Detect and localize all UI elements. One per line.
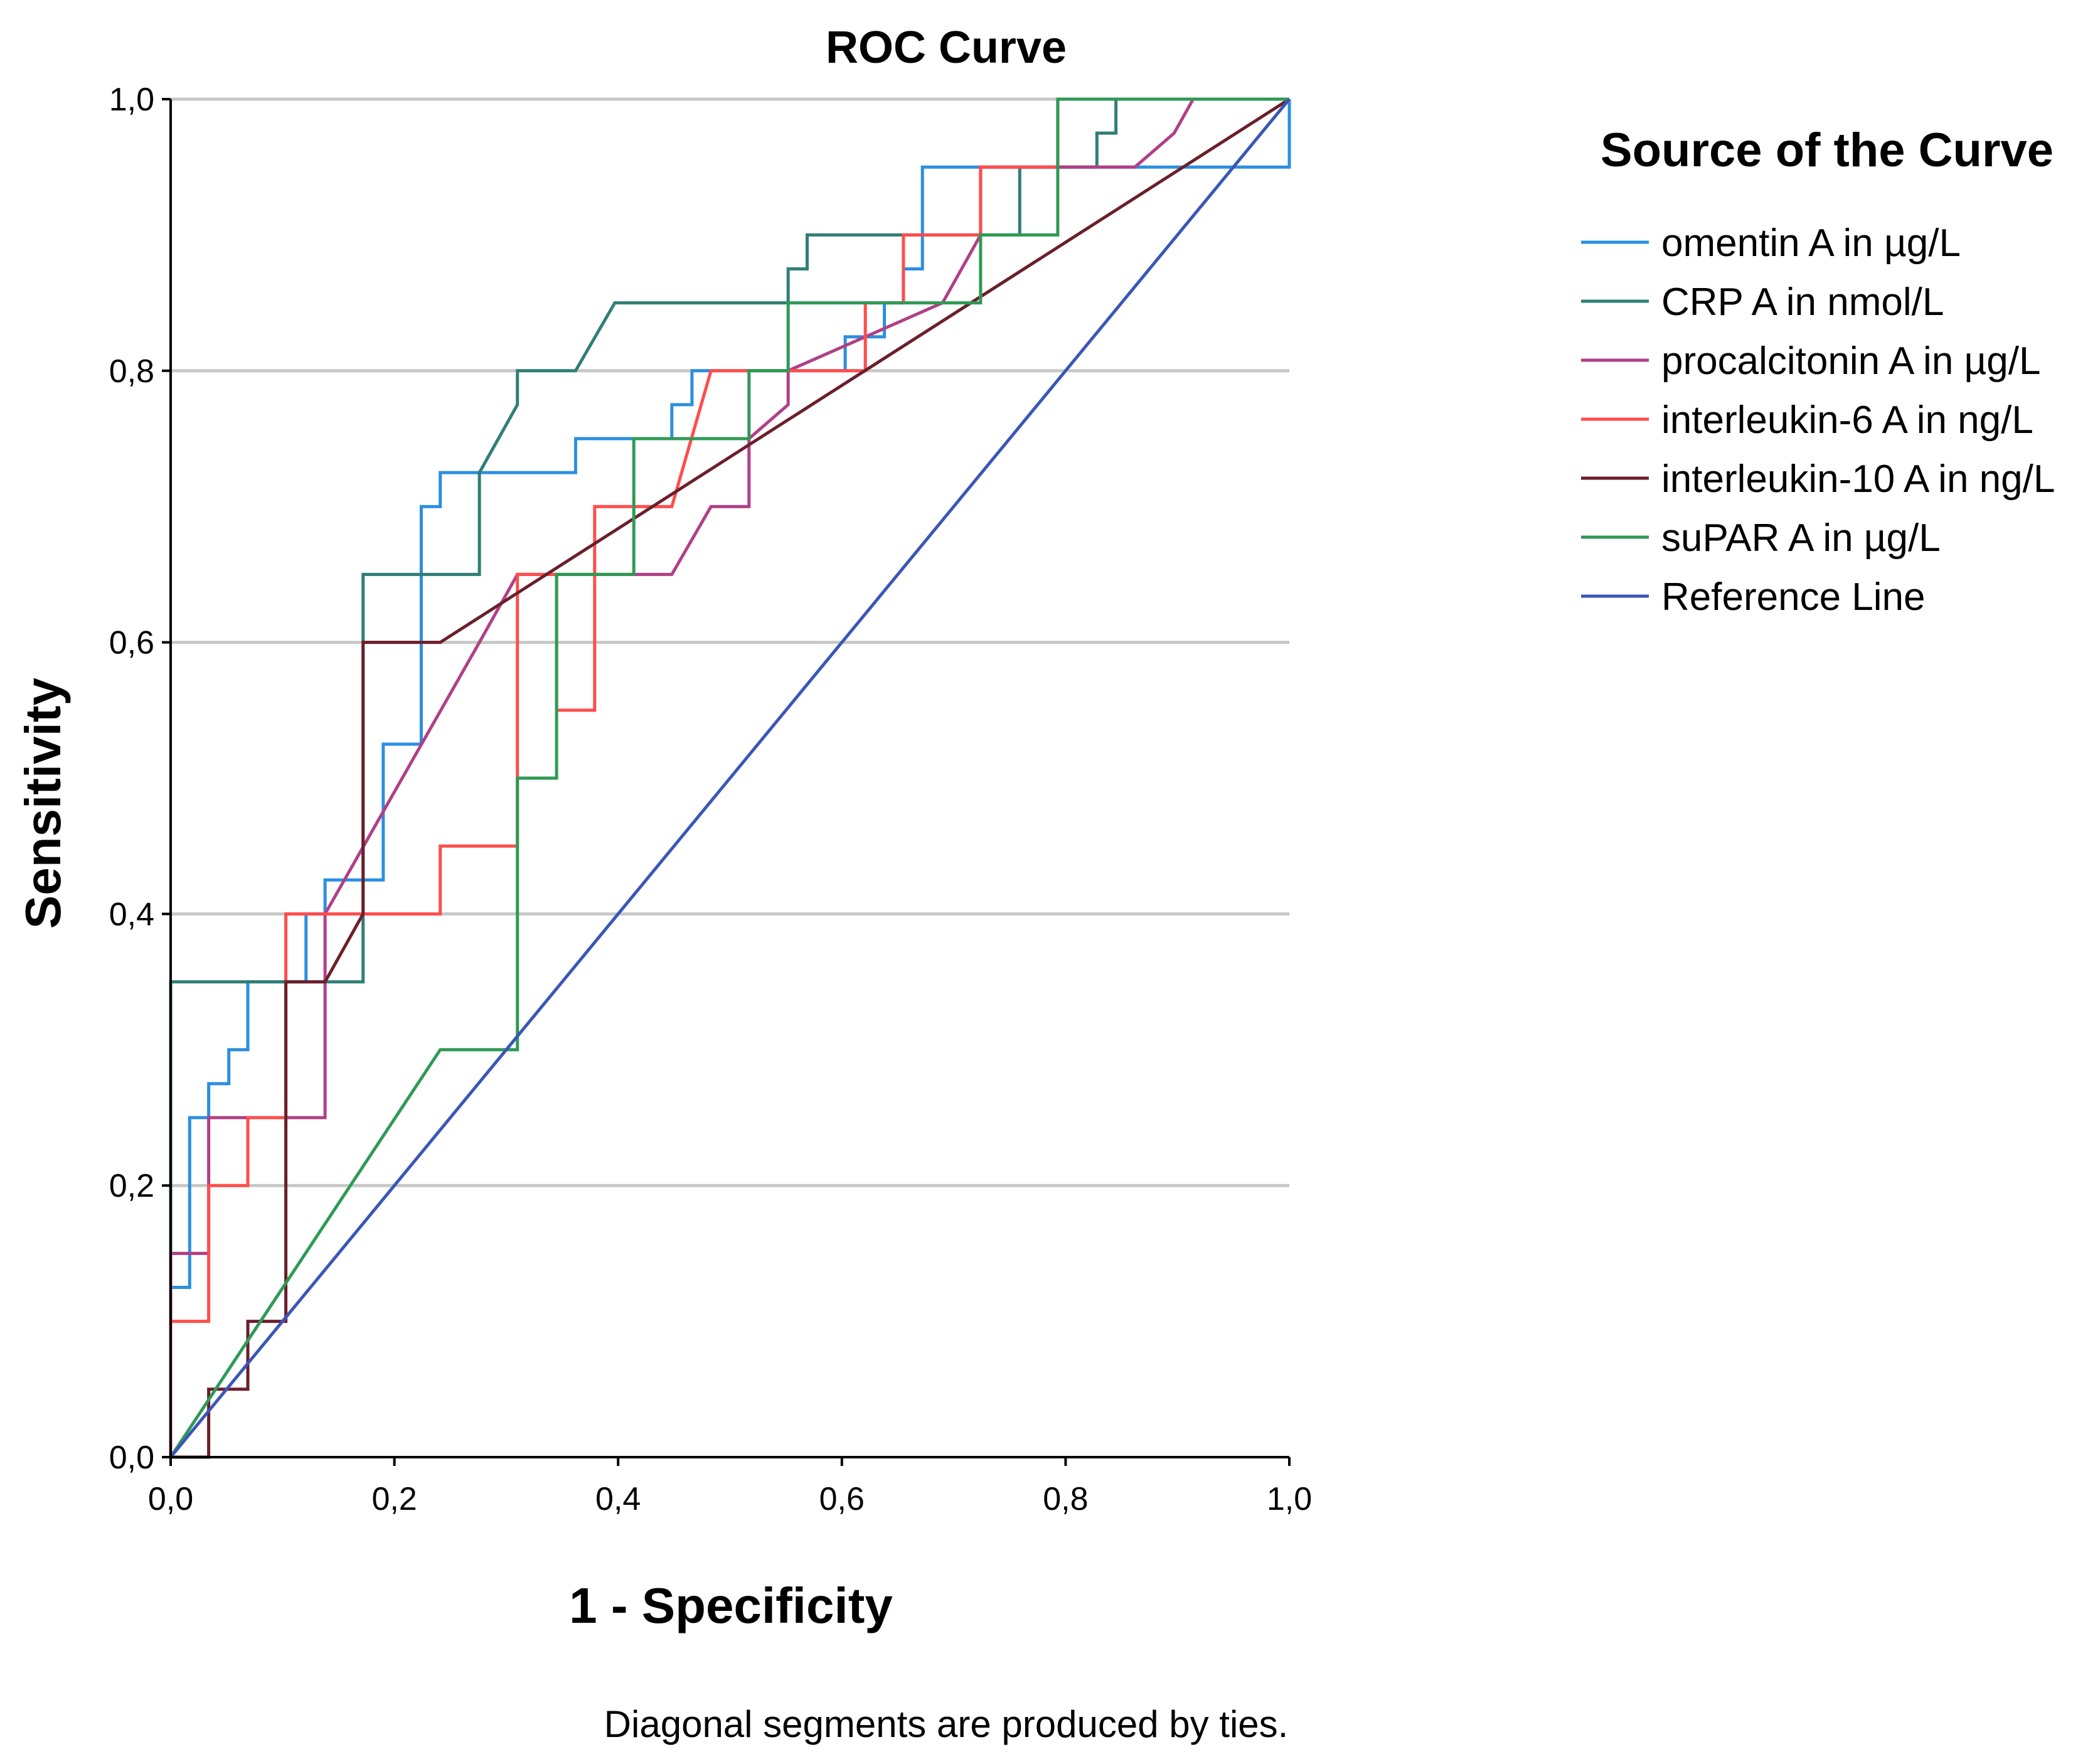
legend-label: interleukin-6 A in ng/L — [1661, 398, 2033, 442]
x-tick-label: 0,4 — [595, 1481, 641, 1517]
chart-title: ROC Curve — [826, 23, 1067, 73]
x-tick-label: 0,6 — [819, 1481, 865, 1517]
series-line-supar-a-in-g-l — [169, 97, 1289, 1458]
y-tick-label: 1,0 — [109, 82, 154, 118]
y-tick-label: 0,6 — [109, 625, 154, 661]
series-line-reference-line — [169, 98, 1291, 1458]
tick-labels: 0,0 0,2 0,4 0,6 0,8 1,0 0,0 0,2 0,4 0,6 0,8 1,0 — [109, 82, 1312, 1517]
series-line-crp-a-in-nmol-l — [169, 97, 1289, 1457]
y-axis-label: Sensitivity — [15, 677, 71, 929]
x-tick-label: 0,8 — [1043, 1481, 1088, 1517]
legend-label: Reference Line — [1661, 575, 1926, 619]
legend-label: interleukin-10 A in ng/L — [1661, 457, 2055, 501]
footnote: Diagonal segments are produced by ties. — [604, 1703, 1289, 1745]
series-line-interleukin-6-a-in-ng-l — [169, 97, 1289, 1457]
y-tick-label: 0,4 — [109, 896, 154, 933]
legend-title: Source of the Curve — [1601, 124, 2054, 177]
x-axis-label: 1 - Specificity — [569, 1578, 893, 1633]
y-tick-label: 0,8 — [109, 353, 154, 390]
legend-label: CRP A in nmol/L — [1661, 281, 1944, 324]
y-tick-label: 0,0 — [109, 1440, 154, 1476]
legend: Source of the Curve omentin A in µg/L CRP… — [1581, 124, 2055, 619]
y-tick-label: 0,2 — [109, 1168, 154, 1204]
series-layer — [169, 97, 1291, 1459]
x-tick-label: 0,2 — [371, 1481, 417, 1517]
legend-label: suPAR A in µg/L — [1661, 516, 1941, 560]
legend-label: omentin A in µg/L — [1661, 222, 1961, 265]
x-tick-label: 1,0 — [1267, 1481, 1312, 1517]
legend-label: procalcitonin A in µg/L — [1661, 339, 2040, 383]
axes — [162, 98, 1291, 1466]
x-tick-label: 0,0 — [148, 1481, 193, 1517]
